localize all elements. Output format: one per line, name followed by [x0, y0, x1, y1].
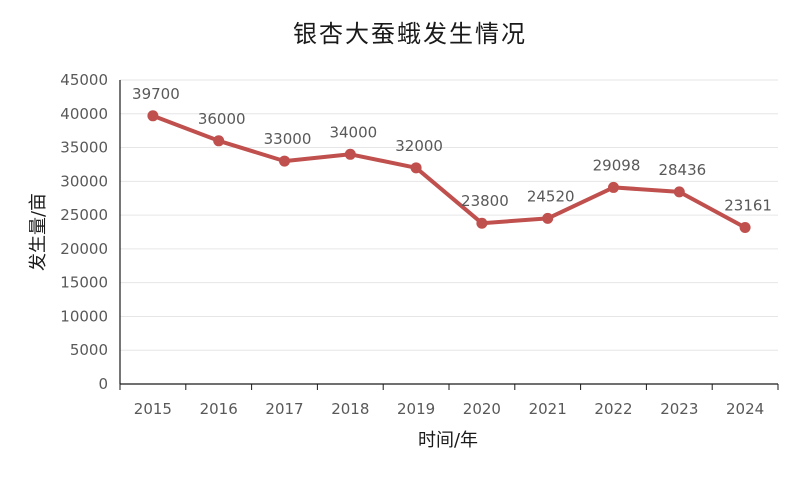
y-tick-5000: 5000: [70, 341, 108, 359]
data-label-2017: 33000: [264, 130, 312, 148]
y-tick-30000: 30000: [60, 172, 108, 190]
x-tick-2021: 2021: [529, 400, 567, 418]
data-label-2020: 23800: [461, 192, 509, 210]
data-point-2017: [279, 155, 290, 167]
data-point-2019: [410, 162, 422, 174]
gridlines: [120, 79, 778, 351]
chart-title: 银杏大蚕蛾发生情况: [293, 20, 527, 48]
x-tick-labels: 2015 2016 2017 2018 2019 2020 2021 2022 2023 2024: [134, 400, 764, 418]
data-label-2024: 23161: [724, 197, 772, 215]
x-tick-2018: 2018: [331, 400, 369, 418]
x-tick-2022: 2022: [594, 400, 632, 418]
y-tick-0: 0: [98, 375, 108, 393]
x-tick-2017: 2017: [265, 400, 303, 418]
data-point-2018: [344, 148, 356, 160]
x-tick-2020: 2020: [463, 400, 501, 418]
data-labels: 39700 36000 33000 34000 32000 23800 24520 29098…: [132, 85, 772, 215]
data-points: [147, 110, 751, 234]
data-label-2023: 28436: [658, 161, 706, 179]
axes: [119, 80, 779, 390]
series-polyline: [150, 113, 748, 230]
y-tick-15000: 15000: [60, 274, 108, 292]
data-point-2022: [608, 181, 619, 193]
x-tick-2016: 2016: [200, 400, 238, 418]
data-label-2021: 24520: [527, 187, 575, 205]
y-tick-labels: 0 5000 10000 15000 20000 25000 30000 35000 40000…: [60, 71, 108, 393]
series-line: [150, 113, 748, 230]
y-axis-title: 发生量/亩: [28, 193, 49, 271]
y-tick-45000: 45000: [60, 71, 108, 89]
data-label-2016: 36000: [198, 110, 246, 128]
x-tick-2023: 2023: [660, 400, 698, 418]
y-tick-20000: 20000: [60, 240, 108, 258]
data-point-2020: [476, 217, 488, 229]
x-axis-title: 时间/年: [418, 430, 478, 451]
data-label-2022: 29098: [593, 156, 641, 174]
data-label-2019: 32000: [395, 137, 443, 155]
x-tick-2024: 2024: [726, 400, 764, 418]
data-point-2023: [673, 186, 685, 198]
data-point-2016: [213, 135, 225, 147]
data-point-2024: [739, 222, 751, 234]
y-tick-35000: 35000: [60, 139, 108, 157]
y-tick-25000: 25000: [60, 206, 108, 224]
y-tick-10000: 10000: [60, 307, 108, 325]
y-tick-40000: 40000: [60, 105, 108, 123]
x-tick-2015: 2015: [134, 400, 172, 418]
x-tick-2019: 2019: [397, 400, 435, 418]
data-point-2015: [147, 110, 159, 122]
data-label-2018: 34000: [329, 123, 377, 141]
data-label-2015: 39700: [132, 85, 180, 103]
data-point-2021: [542, 212, 554, 224]
